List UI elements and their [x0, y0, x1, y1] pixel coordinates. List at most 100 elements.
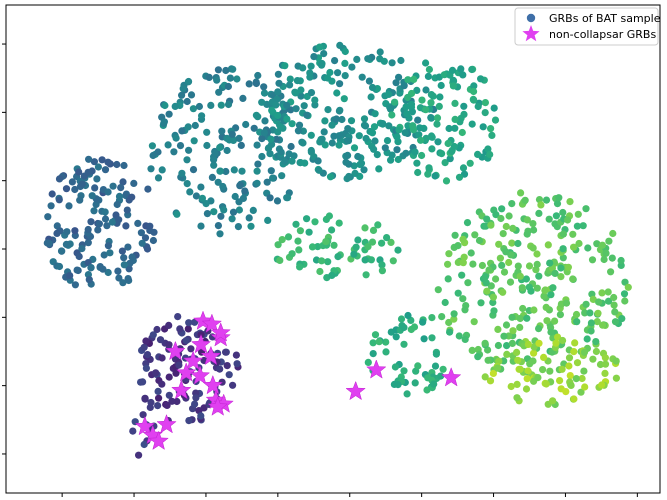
grb-point — [165, 391, 173, 399]
grb-point — [203, 128, 211, 136]
grb-point — [475, 236, 484, 245]
grb-point — [294, 127, 302, 135]
grb-point — [316, 43, 324, 51]
grb-point — [428, 334, 436, 342]
grb-point — [425, 65, 433, 74]
grb-point — [474, 150, 482, 158]
grb-point — [573, 359, 582, 367]
grb-point — [382, 338, 390, 346]
grb-point — [341, 59, 349, 67]
grb-point — [527, 287, 535, 295]
grb-point — [433, 120, 441, 128]
grb-point — [326, 68, 334, 77]
grb-point — [570, 243, 578, 251]
grb-point — [350, 250, 358, 258]
grb-point — [267, 167, 275, 175]
grb-point — [503, 350, 511, 358]
legend: GRBs of BAT sample non-collapsar GRBs — [514, 7, 661, 46]
grb-point — [65, 202, 73, 210]
grb-point — [179, 85, 187, 93]
grb-point — [485, 266, 493, 274]
grb-point — [229, 381, 237, 389]
grb-point — [183, 156, 191, 164]
grb-point — [529, 220, 537, 228]
grb-point — [441, 159, 449, 167]
grb-point — [612, 357, 620, 365]
grb-point — [153, 325, 161, 334]
grb-point — [534, 374, 542, 382]
grb-point — [364, 358, 372, 366]
grb-point — [187, 345, 195, 353]
grb-point — [513, 348, 521, 356]
grb-point — [291, 89, 300, 97]
grb-point — [182, 337, 190, 345]
grb-point — [580, 367, 588, 375]
grb-point — [344, 151, 352, 159]
grb-point — [254, 113, 262, 121]
grb-point — [249, 206, 257, 214]
grb-point — [451, 115, 459, 123]
grb-point — [556, 311, 565, 319]
grb-point — [165, 110, 173, 118]
grb-point — [385, 122, 393, 130]
grb-point — [371, 331, 380, 339]
grb-point — [183, 180, 191, 188]
grb-point — [551, 269, 559, 277]
grb-point — [484, 356, 492, 364]
grb-point — [435, 102, 443, 110]
grb-point — [451, 124, 459, 132]
grb-point — [260, 129, 268, 137]
grb-point — [78, 180, 86, 188]
grb-point — [414, 116, 422, 124]
grb-point — [90, 158, 98, 166]
grb-point — [94, 163, 102, 171]
grb-point — [104, 188, 112, 196]
grb-point — [500, 332, 508, 340]
grb-point — [521, 196, 529, 204]
grb-point — [444, 260, 452, 268]
grb-point — [513, 380, 521, 388]
grb-point — [587, 327, 595, 335]
grb-point — [297, 86, 305, 94]
grb-point — [197, 222, 205, 230]
grb-point — [492, 211, 500, 219]
grb-point — [139, 411, 147, 419]
grb-point — [611, 318, 620, 326]
grb-point — [599, 321, 607, 329]
grb-point — [55, 196, 63, 204]
grb-point — [84, 225, 92, 234]
grb-point — [397, 56, 405, 65]
grb-point — [516, 365, 524, 373]
grb-point — [85, 276, 93, 284]
grb-point — [146, 222, 154, 230]
grb-point — [321, 141, 329, 149]
grb-point — [296, 227, 304, 235]
grb-point — [483, 215, 491, 223]
grb-point — [341, 47, 349, 56]
grb-point — [120, 254, 128, 262]
non-collapsar-star — [207, 396, 228, 416]
grb-point — [281, 157, 289, 166]
grb-point — [71, 185, 79, 194]
grb-point — [431, 172, 439, 180]
grb-point — [224, 100, 233, 109]
grb-point — [134, 219, 142, 227]
grb-point — [564, 216, 572, 224]
grb-point — [115, 216, 123, 224]
grb-point — [516, 323, 524, 331]
grb-point — [185, 146, 193, 154]
grb-point — [189, 166, 198, 174]
grb-point — [106, 249, 114, 257]
grb-point — [410, 75, 418, 83]
grb-point — [242, 120, 250, 129]
grb-point — [238, 167, 246, 175]
grb-point — [328, 271, 336, 279]
grb-point — [295, 121, 304, 129]
grb-point — [542, 196, 551, 204]
grb-point — [253, 179, 261, 187]
grb-point — [482, 279, 490, 287]
grb-point — [459, 295, 467, 303]
grb-point — [524, 367, 532, 375]
grb-point — [228, 215, 236, 223]
grb-point — [444, 139, 452, 148]
